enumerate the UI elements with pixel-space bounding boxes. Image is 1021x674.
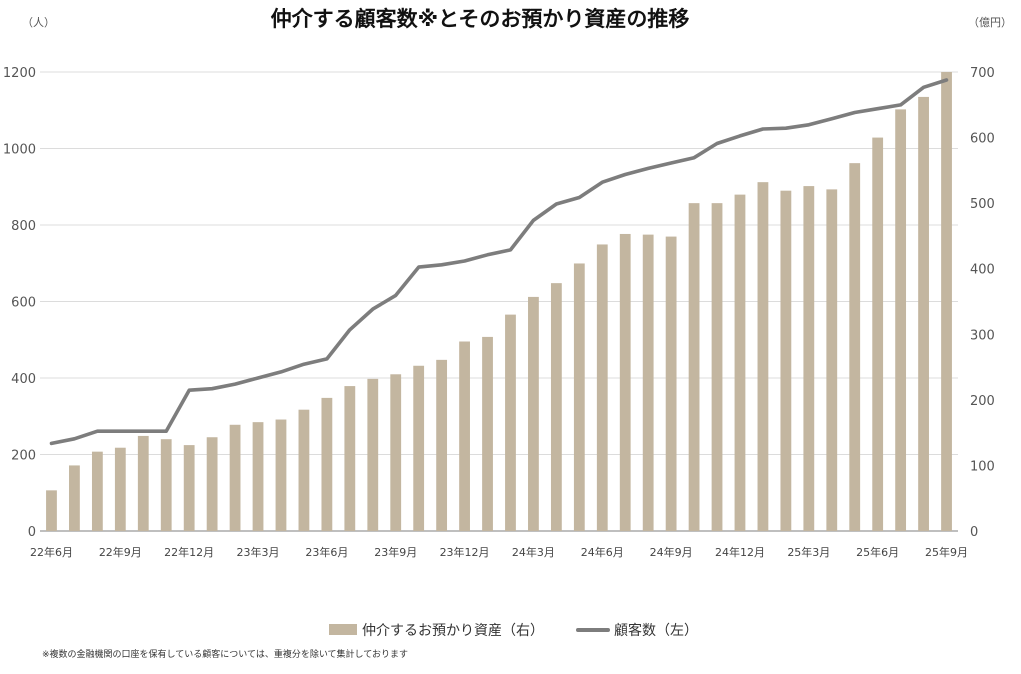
right-tick-label: 600 xyxy=(970,132,995,147)
bar xyxy=(826,189,838,531)
right-tick-label: 100 xyxy=(970,459,995,474)
left-tick-label: 800 xyxy=(11,219,36,234)
x-tick-label: 23年6月 xyxy=(305,545,348,559)
bar xyxy=(734,194,746,531)
bar xyxy=(550,283,562,531)
x-tick-label: 23年3月 xyxy=(237,545,280,559)
right-tick-label: 700 xyxy=(970,66,995,81)
bar xyxy=(436,359,448,531)
left-tick-label: 1200 xyxy=(3,66,36,81)
bar xyxy=(367,378,379,531)
bar xyxy=(459,341,470,531)
x-tick-label: 22年12月 xyxy=(164,545,214,559)
legend-bar-swatch xyxy=(329,624,357,635)
x-tick-label: 25年9月 xyxy=(925,545,968,559)
legend: 仲介するお預かり資産（右） 顧客数（左） xyxy=(329,622,698,639)
bar xyxy=(344,386,356,531)
bar xyxy=(482,336,493,531)
grid xyxy=(40,71,958,532)
right-tick-label: 0 xyxy=(970,525,978,540)
x-tick-label: 25年3月 xyxy=(787,545,830,559)
right-tick-label: 200 xyxy=(970,394,995,409)
bar xyxy=(757,182,769,531)
bar xyxy=(229,424,241,531)
x-tick-label: 24年12月 xyxy=(715,545,765,559)
bar xyxy=(849,163,861,531)
bar xyxy=(413,365,425,531)
bar xyxy=(918,96,929,531)
bar xyxy=(711,203,723,531)
left-tick-label: 0 xyxy=(28,525,36,540)
footnote: ※複数の金融機関の口座を保有している顧客については、重複分を除いて集計しておりま… xyxy=(42,648,408,660)
left-axis: 0 200 400 600 800 1000 1200 xyxy=(3,66,36,540)
line-series xyxy=(49,78,949,446)
legend-bar-label: 仲介するお預かり資産（右） xyxy=(362,623,544,639)
bar xyxy=(137,435,149,531)
bar xyxy=(46,490,57,531)
bar xyxy=(688,203,700,531)
bar xyxy=(665,236,677,531)
x-tick-label: 22年6月 xyxy=(30,545,73,559)
bar xyxy=(941,72,952,531)
right-tick-label: 500 xyxy=(970,197,995,212)
right-tick-label: 400 xyxy=(970,263,995,278)
left-tick-label: 400 xyxy=(11,372,36,387)
x-tick-label: 25年6月 xyxy=(856,545,899,559)
left-axis-unit: （人） xyxy=(22,16,55,29)
chart-title: 仲介する顧客数※とそのお預かり資産の推移 xyxy=(271,7,690,31)
x-tick-label: 24年3月 xyxy=(512,545,555,559)
bar xyxy=(298,409,310,531)
x-axis: 22年6月 22年9月 22年12月 23年3月 23年6月 23年9月 23年12月 24年… xyxy=(30,545,968,559)
x-tick-label: 23年12月 xyxy=(440,545,490,559)
bar xyxy=(206,437,218,531)
customer-count-line xyxy=(49,78,949,446)
left-tick-label: 600 xyxy=(11,296,36,311)
bar xyxy=(505,314,516,531)
bar xyxy=(114,447,126,531)
bar xyxy=(619,233,631,531)
bar xyxy=(390,374,402,531)
bar xyxy=(895,109,907,531)
left-tick-label: 200 xyxy=(11,449,36,464)
bar xyxy=(321,397,333,531)
bar xyxy=(803,186,815,531)
x-tick-label: 24年6月 xyxy=(581,545,624,559)
legend-line-label: 顧客数（左） xyxy=(614,622,698,639)
bar xyxy=(252,422,264,531)
right-tick-label: 300 xyxy=(970,328,995,343)
bar xyxy=(596,244,608,531)
bar xyxy=(642,234,654,532)
bar xyxy=(91,451,103,531)
right-axis-unit: （億円） xyxy=(968,16,1012,29)
x-tick-label: 23年9月 xyxy=(374,545,417,559)
left-tick-label: 1000 xyxy=(3,143,36,158)
bar xyxy=(780,190,792,532)
bar xyxy=(528,296,539,531)
bar-series xyxy=(46,72,952,532)
x-tick-label: 22年9月 xyxy=(99,545,142,559)
bar xyxy=(275,419,287,531)
bar xyxy=(183,445,195,531)
x-tick-label: 24年9月 xyxy=(650,545,693,559)
right-axis: 0 100 200 300 400 500 600 700 xyxy=(970,66,995,540)
bar xyxy=(69,465,80,531)
bar xyxy=(872,137,884,532)
bar xyxy=(573,263,585,531)
bar xyxy=(160,439,172,531)
